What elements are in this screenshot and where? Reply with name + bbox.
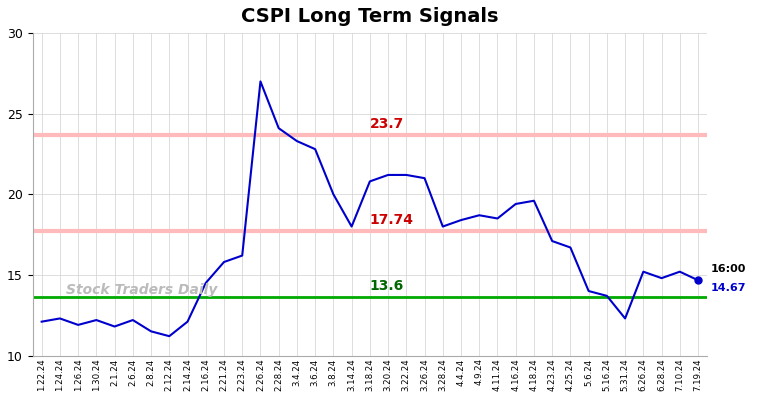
Text: 17.74: 17.74 xyxy=(370,213,414,227)
Text: 14.67: 14.67 xyxy=(710,283,746,293)
Text: 13.6: 13.6 xyxy=(370,279,404,293)
Text: 16:00: 16:00 xyxy=(710,264,746,274)
Text: Stock Traders Daily: Stock Traders Daily xyxy=(67,283,218,297)
Text: 23.7: 23.7 xyxy=(370,117,404,131)
Title: CSPI Long Term Signals: CSPI Long Term Signals xyxy=(241,7,499,26)
